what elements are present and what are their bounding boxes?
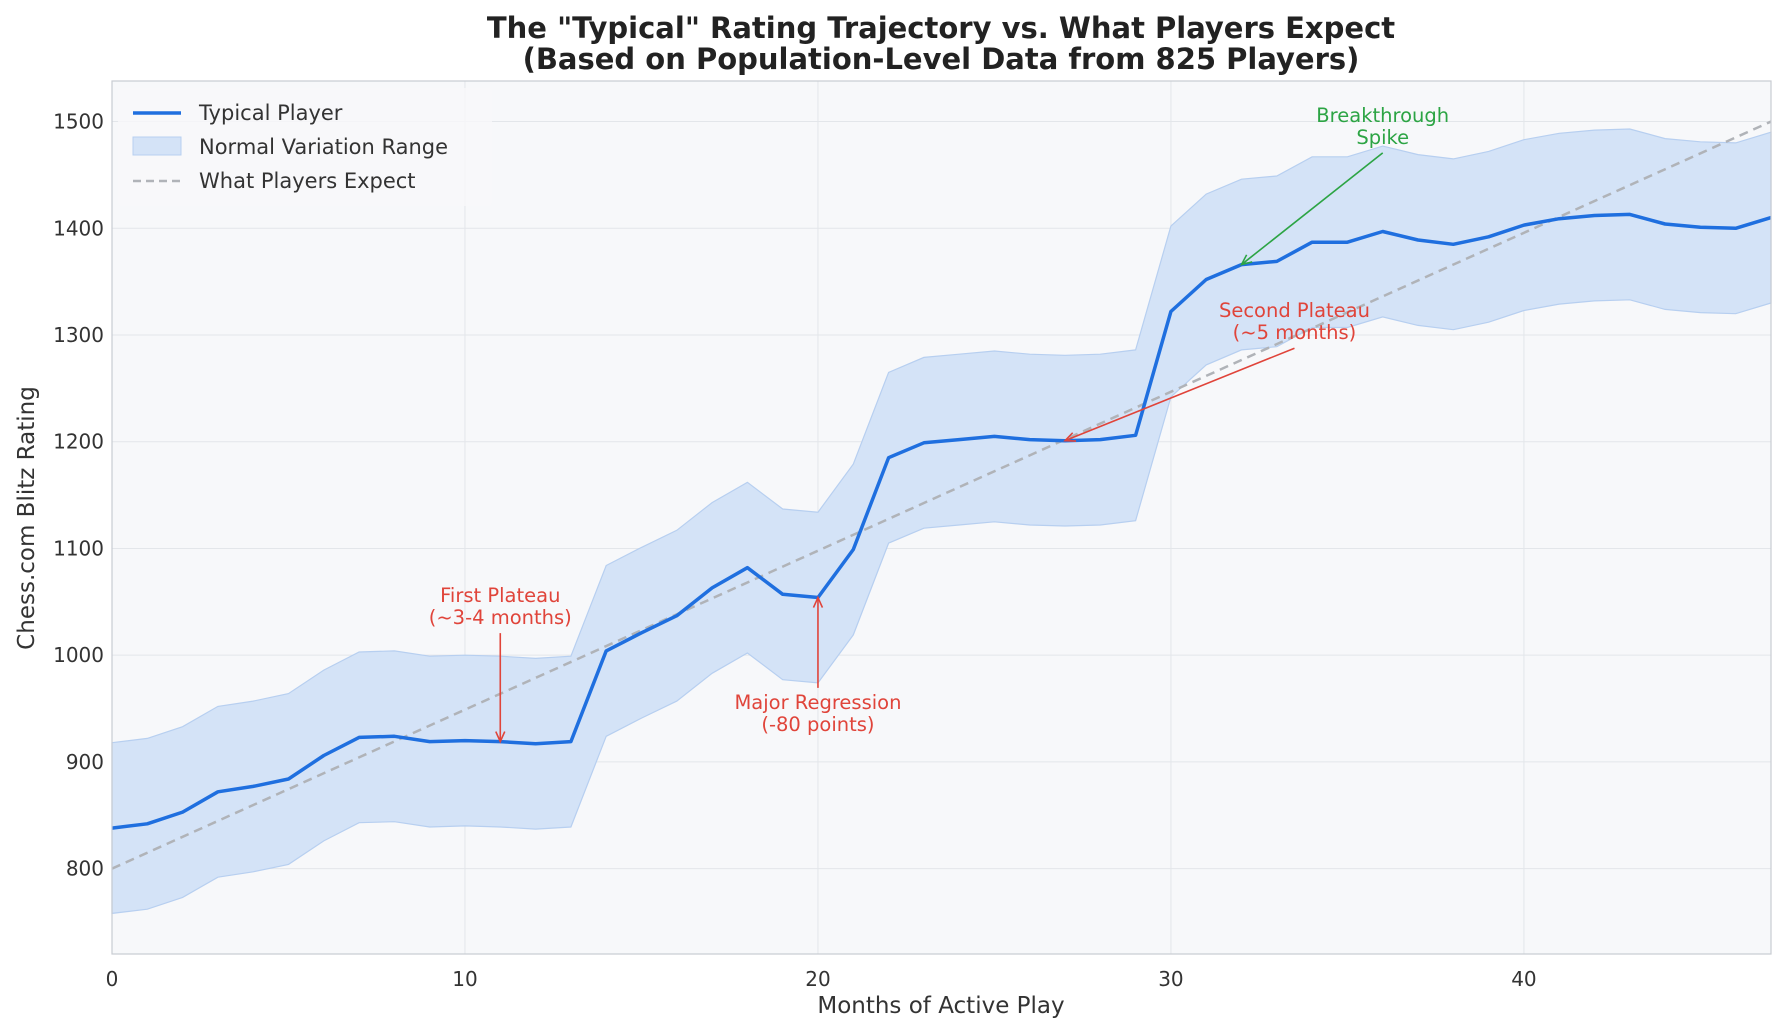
x-tick-label-30: 30 [1158, 967, 1183, 991]
x-tick-label-0: 0 [106, 967, 119, 991]
annotation-arrowhead-major-regression [812, 595, 824, 608]
legend-label-range: Normal Variation Range [199, 135, 448, 159]
expectation-line [111, 120, 1772, 870]
y-tick-label-800: 800 [66, 857, 104, 881]
annotations: First Plateau(~3-4 months) Major Regressi… [429, 104, 1449, 744]
annotation-text-first-plateau-0: First Plateau [440, 584, 560, 607]
y-tick-label-1000: 1000 [53, 643, 104, 667]
annotation-arrowhead-second-plateau [1063, 432, 1077, 442]
annotation-arrow-breakthrough-spike [1241, 152, 1384, 266]
annotation-major-regression: Major Regression(-80 points) [734, 595, 901, 736]
legend-label-typical: Typical Player [198, 101, 343, 125]
annotation-text-major-regression-0: Major Regression [734, 691, 901, 714]
plot-border [111, 80, 1772, 955]
annotation-text-second-plateau-1: (~5 months) [1233, 321, 1357, 344]
y-axis-label: Chess.com Blitz Rating [14, 386, 40, 650]
annotation-text-second-plateau-0: Second Plateau [1219, 299, 1370, 322]
y-tick-label-1400: 1400 [53, 216, 104, 240]
annotation-text-first-plateau-1: (~3-4 months) [429, 606, 572, 629]
chart-title: The "Typical" Rating Trajectory vs. What… [487, 11, 1395, 45]
annotation-second-plateau: Second Plateau(~5 months) [1063, 299, 1370, 442]
legend-swatch-range [132, 136, 182, 156]
typical-player-line [111, 212, 1772, 830]
x-tick-label-20: 20 [805, 967, 830, 991]
legend-box [118, 88, 492, 206]
x-axis-label: Months of Active Play [817, 993, 1064, 1019]
axis-ticks: 0 10 20 30 40 800 900 1000 1100 1200 1300 1400 1500 [53, 110, 1537, 991]
y-tick-label-1200: 1200 [53, 430, 104, 454]
annotation-text-major-regression-1: (-80 points) [761, 713, 874, 736]
annotation-arrowhead-first-plateau [495, 731, 506, 744]
typical-player-line-path [111, 212, 1772, 830]
annotation-arrow-second-plateau [1064, 347, 1295, 442]
annotation-arrowhead-breakthrough-spike [1239, 254, 1253, 266]
x-tick-label-10: 10 [452, 967, 477, 991]
x-tick-label-40: 40 [1511, 967, 1536, 991]
legend-label-expect: What Players Expect [199, 169, 416, 193]
y-tick-label-1500: 1500 [53, 110, 104, 134]
annotation-text-breakthrough-spike-0: Breakthrough [1316, 104, 1449, 127]
annotation-text-breakthrough-spike-1: Spike [1356, 126, 1409, 149]
annotation-first-plateau: First Plateau(~3-4 months) [429, 584, 572, 744]
y-tick-label-900: 900 [66, 750, 104, 774]
y-tick-label-1300: 1300 [53, 323, 104, 347]
chart-subtitle: (Based on Population-Level Data from 825… [523, 42, 1360, 76]
y-tick-label-1100: 1100 [53, 536, 104, 560]
legend: Typical Player Normal Variation Range Wh… [118, 88, 492, 206]
expectation-line-path [111, 120, 1772, 870]
